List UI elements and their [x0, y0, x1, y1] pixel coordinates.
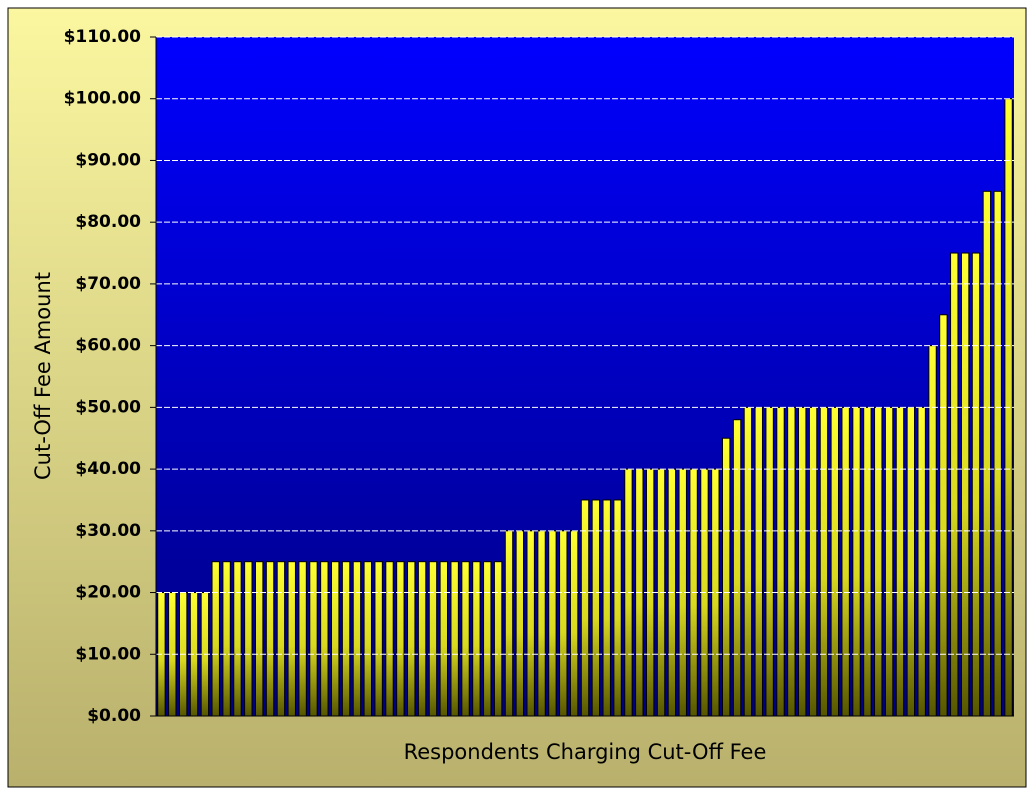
bar [841, 406, 850, 717]
bar [548, 530, 557, 717]
bar [874, 406, 883, 717]
bar [320, 561, 329, 717]
y-tick-label: $30.00 [75, 521, 141, 541]
bar [537, 530, 546, 717]
bar [798, 406, 807, 717]
y-tick-label: $80.00 [75, 212, 141, 232]
bar [483, 561, 492, 717]
bar [211, 561, 220, 717]
bar [265, 561, 275, 717]
y-tick-label: $110.00 [64, 27, 142, 47]
bar [982, 190, 992, 717]
bar [407, 561, 416, 717]
bar [732, 419, 742, 717]
bar [819, 406, 829, 717]
bar [743, 406, 753, 717]
bar [276, 561, 286, 717]
y-tick-label: $50.00 [75, 397, 141, 417]
bar [950, 252, 959, 717]
bar [352, 561, 362, 717]
bar [233, 561, 242, 717]
y-tick-label: $90.00 [75, 150, 141, 170]
bar [222, 561, 231, 717]
y-tick-label: $70.00 [75, 274, 141, 294]
bar [591, 499, 601, 717]
bar [993, 190, 1002, 717]
y-tick-label: $100.00 [64, 89, 142, 109]
bar [450, 561, 459, 717]
bar [830, 406, 839, 717]
bar [613, 499, 622, 717]
y-tick-label: $20.00 [75, 583, 141, 603]
y-tick-label: $10.00 [75, 644, 141, 664]
bar [504, 530, 514, 717]
bar [526, 530, 535, 717]
bar [331, 561, 340, 717]
bar [287, 561, 296, 717]
bar [895, 406, 905, 717]
bar [309, 561, 318, 717]
bar [298, 561, 307, 717]
bar [363, 561, 372, 717]
bar [493, 561, 503, 717]
x-axis-title: Respondents Charging Cut-Off Fee [404, 740, 767, 764]
bar [852, 406, 861, 717]
bar [602, 499, 611, 717]
bar [906, 406, 916, 717]
bar [559, 530, 568, 717]
bar [396, 561, 405, 717]
bar [374, 561, 383, 717]
bar [721, 437, 731, 717]
bar [787, 406, 796, 717]
y-tick-label: $60.00 [75, 336, 141, 356]
y-tick-label: $40.00 [75, 459, 141, 479]
bar [884, 406, 894, 717]
bar [341, 561, 351, 717]
bar [808, 406, 818, 717]
bar [580, 499, 590, 717]
bar [971, 252, 981, 717]
bar [439, 561, 449, 717]
bar [765, 406, 774, 717]
bar [472, 561, 481, 717]
bar [515, 530, 525, 717]
bar [754, 406, 763, 717]
bar [569, 530, 579, 717]
bar [917, 406, 926, 717]
bar [776, 406, 785, 717]
bar [385, 561, 394, 717]
y-axis-title: Cut-Off Fee Amount [31, 272, 55, 480]
bar [960, 252, 970, 717]
y-tick-label: $0.00 [87, 706, 141, 726]
bar [863, 406, 872, 717]
bar [417, 561, 427, 717]
bar [244, 561, 253, 717]
bar [461, 561, 470, 717]
bar [254, 561, 264, 717]
bar [428, 561, 438, 717]
bar [939, 314, 948, 717]
